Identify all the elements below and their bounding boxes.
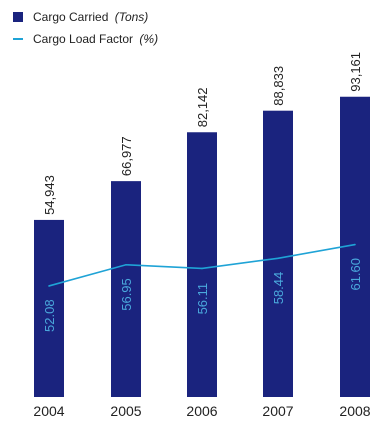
legend-unit-cargo-carried: (Tons) — [115, 10, 149, 24]
line-value-label-2007: 58.44 — [271, 272, 286, 305]
line-value-label-2004: 52.08 — [42, 299, 57, 332]
category-label-2005: 2005 — [110, 403, 141, 419]
line-point-2006 — [201, 267, 203, 270]
bar-value-label-2007: 88,833 — [271, 66, 286, 106]
bar-value-labels: 54,943 66,977 82,142 88,833 93,161 — [42, 52, 363, 215]
category-label-2004: 2004 — [33, 403, 64, 419]
legend: Cargo Carried (Tons) Cargo Load Factor (… — [13, 10, 158, 46]
line-point-2007 — [277, 257, 279, 260]
bar-value-label-2008: 93,161 — [348, 52, 363, 92]
line-value-label-2005: 56.95 — [119, 278, 134, 311]
line-value-labels: 52.08 56.95 56.11 58.44 61.60 — [42, 258, 363, 332]
legend-unit-cargo-load-factor: (%) — [139, 32, 158, 46]
svg-text:Cargo Load Factor (%): Cargo Load Factor (%) — [33, 32, 158, 46]
bar-2007 — [263, 110, 293, 398]
line-value-label-2008: 61.60 — [348, 258, 363, 291]
legend-item-cargo-carried: Cargo Carried (Tons) — [13, 10, 148, 24]
legend-label-cargo-carried: Cargo Carried — [33, 10, 108, 24]
bar-series — [34, 96, 370, 398]
bar-value-label-2005: 66,977 — [119, 136, 134, 176]
legend-item-cargo-load-factor: Cargo Load Factor (%) — [13, 32, 158, 46]
bar-2004 — [34, 219, 64, 397]
category-label-2008: 2008 — [339, 403, 370, 419]
category-label-2007: 2007 — [262, 403, 293, 419]
bar-2006 — [187, 132, 217, 397]
legend-label-cargo-load-factor: Cargo Load Factor — [33, 32, 133, 46]
svg-text:Cargo Carried (Tons): Cargo Carried (Tons) — [33, 10, 148, 24]
bar-2005 — [111, 181, 141, 397]
bar-value-label-2004: 54,943 — [42, 175, 57, 215]
category-label-2006: 2006 — [186, 403, 217, 419]
line-point-2008 — [354, 243, 356, 246]
line-point-2004 — [48, 285, 50, 287]
category-labels: 2004 2005 2006 2007 2008 — [33, 403, 370, 419]
legend-swatch-bar — [13, 12, 23, 22]
line-point-2005 — [125, 263, 127, 266]
bar-value-label-2006: 82,142 — [195, 87, 210, 127]
line-series — [48, 243, 356, 287]
line-value-label-2006: 56.11 — [195, 283, 210, 315]
